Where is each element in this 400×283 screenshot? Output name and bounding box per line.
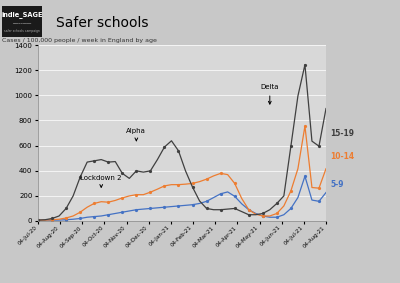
Text: Safer schools: Safer schools [56, 16, 148, 29]
Text: indie_SAGE: indie_SAGE [1, 11, 43, 18]
Text: 5-9: 5-9 [330, 180, 344, 189]
Text: Cases / 100,000 people / week in England by age: Cases / 100,000 people / week in England… [2, 38, 157, 43]
Text: Lockdown 2: Lockdown 2 [80, 175, 122, 187]
Text: 15-19: 15-19 [330, 128, 354, 138]
Text: Delta: Delta [260, 84, 279, 104]
Text: Alpha: Alpha [126, 128, 146, 141]
Text: safer schools campaign: safer schools campaign [4, 29, 40, 33]
Text: ━━━━━━━━━: ━━━━━━━━━ [12, 22, 32, 26]
Text: 10-14: 10-14 [330, 152, 354, 161]
